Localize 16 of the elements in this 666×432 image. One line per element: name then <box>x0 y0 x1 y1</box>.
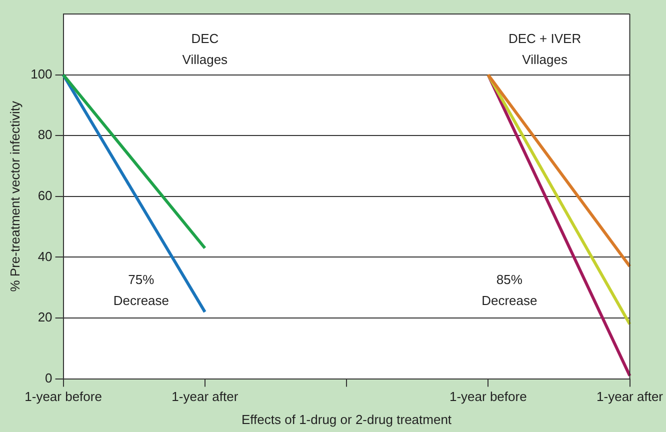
y-tick-label: 100 <box>30 66 52 82</box>
y-tick-label: 80 <box>38 127 52 142</box>
y-tick-label: 0 <box>45 370 52 386</box>
annotation: 85% Decrease <box>482 272 538 308</box>
annotation: 75% Decrease <box>113 272 169 308</box>
x-tick-label: 1-year after <box>596 389 664 404</box>
x-tick-label: 1-year after <box>172 389 239 404</box>
y-tick-label: 60 <box>38 188 52 203</box>
annotation: DEC + IVER Villages <box>508 31 582 68</box>
x-tick-label: 1-year before <box>24 389 102 404</box>
x-tick-label: 1-year before <box>449 389 527 404</box>
y-tick-label: 40 <box>38 248 52 264</box>
x-axis-title: Effects of 1-drug or 2-drug treatment <box>242 412 452 427</box>
y-axis-title: % Pre-treatment vector infectivity <box>7 100 22 292</box>
y-tick-label: 20 <box>38 310 52 325</box>
annotation: DEC Villages <box>182 31 228 68</box>
